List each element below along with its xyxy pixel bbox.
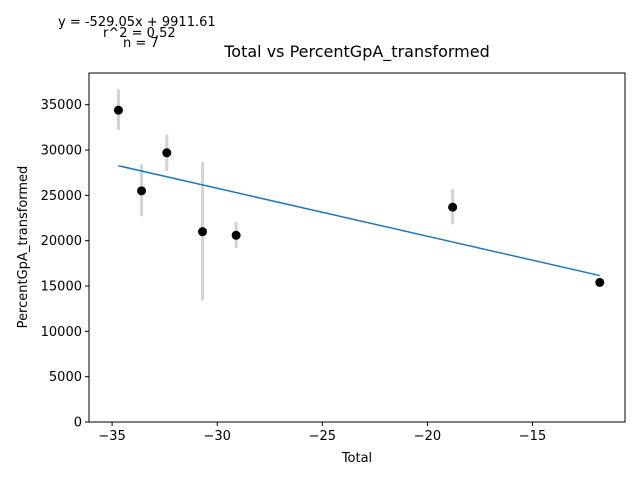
equation-annotation: y = -529.05x + 9911.61 [58, 15, 216, 30]
y-axis-ticks: 0 5000 10000 15000 20000 25000 30000 35000 [41, 98, 89, 431]
y-tick-label: 0 [74, 416, 82, 431]
data-point [595, 277, 605, 287]
r2-annotation: r^2 = 0.52 [103, 26, 176, 41]
y-tick-label: 30000 [41, 144, 82, 159]
chart-title: Total vs PercentGpA_transformed [223, 42, 489, 62]
x-axis-label: Total [341, 451, 372, 466]
x-tick-label: −20 [414, 429, 441, 444]
x-tick-label: −35 [98, 429, 125, 444]
y-tick-label: 5000 [49, 370, 82, 385]
data-point [231, 230, 241, 240]
data-point [198, 227, 208, 237]
data-point [162, 148, 172, 158]
y-tick-label: 20000 [41, 234, 82, 249]
x-tick-label: −30 [204, 429, 231, 444]
n-annotation: n = 7 [123, 36, 159, 51]
y-axis-label: PercentGpA_transformed [16, 166, 31, 329]
x-tick-label: −25 [309, 429, 336, 444]
data-point [448, 202, 458, 212]
data-point [113, 105, 123, 115]
y-tick-label: 25000 [41, 189, 82, 204]
plot-area [113, 89, 605, 301]
y-tick-label: 35000 [41, 98, 82, 113]
x-tick-label: −15 [519, 429, 546, 444]
y-tick-label: 15000 [41, 280, 82, 295]
y-tick-label: 10000 [41, 325, 82, 340]
data-point [137, 186, 147, 196]
axes-frame [88, 72, 626, 423]
fit-line [118, 165, 600, 277]
x-axis-ticks: −35 −30 −25 −20 −15 [98, 422, 546, 444]
